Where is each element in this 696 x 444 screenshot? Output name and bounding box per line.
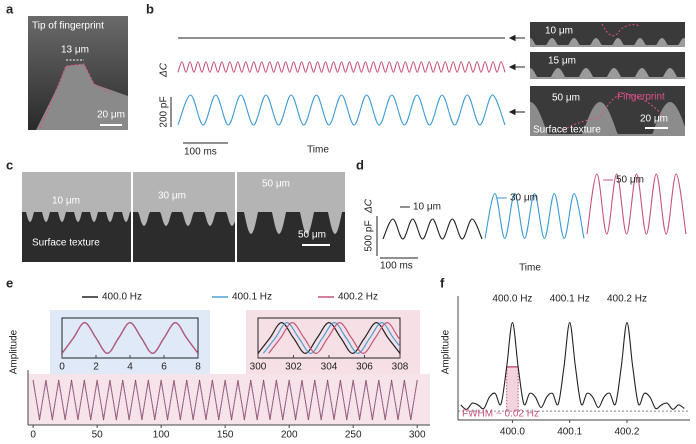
band-bg: [28, 374, 430, 425]
image-label: Surface texture: [32, 238, 100, 249]
panel-label: f: [440, 275, 445, 290]
fwhm-band: [506, 366, 519, 412]
x-tick-label: 300: [409, 430, 426, 441]
inset-tick-label: 302: [285, 362, 302, 373]
x-tick-label: 150: [217, 430, 234, 441]
spectrum: [460, 322, 685, 410]
trace: [32, 379, 418, 421]
inset-tick-label: 306: [356, 362, 373, 373]
x-axis-label: Time: [519, 263, 541, 274]
ridge: [36, 64, 128, 130]
x-tick-label: 400.0: [500, 427, 525, 438]
x-tick-label: 200: [281, 430, 298, 441]
texture: [133, 172, 235, 226]
legend-label: 400.1 Hz: [232, 292, 272, 303]
x-scale-label: 100 ms: [184, 147, 217, 158]
trace: [382, 218, 483, 240]
outline: [39, 63, 111, 129]
trace: [177, 61, 506, 73]
image-label: 30 μm: [158, 191, 186, 202]
inset-trace: [268, 322, 400, 354]
x-tick-label: 250: [345, 430, 362, 441]
panel-label: e: [6, 275, 13, 290]
trace: [484, 193, 585, 239]
inset-tick-label: 304: [321, 362, 338, 373]
plots: 200 pF ΔC 100 ms Time 10 μm 30 μm 50 μm 500 pF Δ…: [9, 37, 690, 441]
texture: [530, 102, 685, 136]
outline: [559, 93, 666, 133]
y-axis-label: Amplitude: [9, 329, 20, 374]
texture: [530, 38, 685, 47]
texture: [530, 68, 685, 79]
trace: [177, 94, 506, 126]
image-label: 10 μm: [52, 196, 80, 207]
textures: [22, 172, 345, 262]
texture: [22, 172, 131, 222]
x-scale-label: 100 ms: [380, 261, 413, 272]
x-tick-label: 400.2: [614, 427, 639, 438]
image-label: 15 μm: [548, 56, 576, 67]
panel-label: d: [356, 157, 364, 172]
legend-label: 400.0 Hz: [102, 292, 142, 303]
x-axis-label: Time: [307, 145, 329, 156]
inset-bg: [50, 310, 210, 374]
peak-label: 400.1 Hz: [550, 294, 590, 305]
y-scale-label: 500 pF: [364, 220, 375, 251]
image-label: Fingerprint: [617, 92, 665, 103]
x-tick-label: 50: [92, 430, 104, 441]
inset-tick-label: 0: [59, 362, 65, 373]
peak-label: 400.2 Hz: [607, 294, 647, 305]
y-axis-label: ΔC: [364, 198, 375, 214]
panel-label: b: [146, 1, 154, 16]
inset-tick-label: 4: [127, 362, 133, 373]
fwhm-label: FWHM ~ 0.02 Hz: [462, 409, 539, 420]
legend-label: 10 μm: [413, 202, 441, 213]
inset-trace: [262, 322, 400, 354]
inset-trace: [62, 322, 198, 354]
texture: [237, 172, 345, 234]
image-label: 20 μm: [97, 110, 125, 121]
image-label: Surface texture: [533, 125, 601, 136]
image-label: 10 μm: [545, 26, 573, 37]
image-label: 50 μm: [298, 230, 326, 241]
legend-label: 50 μm: [616, 175, 644, 186]
y-axis-label: Amplitude: [441, 329, 452, 374]
trace: [32, 380, 418, 420]
legend-label: 30 μm: [510, 193, 538, 204]
image-title: Tip of fingerprint: [32, 21, 104, 32]
image-label: 50 μm: [262, 179, 290, 190]
inset-tick-label: 2: [93, 362, 99, 373]
panel-label: c: [6, 157, 13, 172]
trace: [586, 173, 687, 235]
x-tick-label: 0: [30, 430, 36, 441]
outline: [601, 23, 641, 37]
inset-tick-label: 8: [195, 362, 201, 373]
y-axis-label: ΔC: [159, 62, 170, 78]
arrows: [508, 34, 525, 116]
image-label: 20 μm: [640, 114, 668, 125]
image-label: 50 μm: [552, 93, 580, 104]
textures: [530, 38, 685, 136]
inset-tick-label: 308: [392, 362, 409, 373]
inset-trace: [258, 322, 400, 354]
peak-label: 400.0 Hz: [492, 294, 532, 305]
inset-tick-label: 300: [250, 362, 267, 373]
x-tick-label: 400.1: [557, 427, 582, 438]
x-tick-label: 100: [153, 430, 170, 441]
y-scale-label: 200 pF: [159, 96, 170, 127]
image-label: 13 μm: [61, 45, 89, 56]
inset-tick-label: 6: [161, 362, 167, 373]
panel-label: a: [6, 1, 14, 16]
legend-label: 400.2 Hz: [338, 292, 378, 303]
